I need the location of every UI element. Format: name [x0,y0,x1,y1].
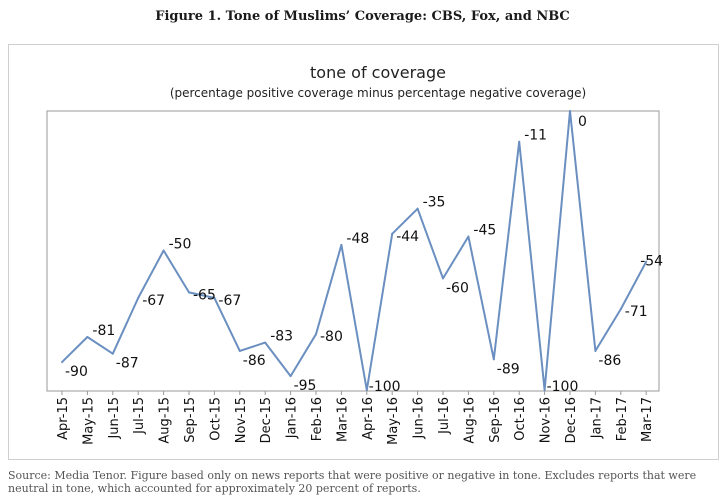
data-point [61,361,63,364]
x-tick-label: Dec-16 [564,397,579,443]
data-label: -44 [396,229,419,245]
data-label: -90 [65,364,88,380]
x-tick-label: Apr-15 [56,397,71,440]
data-point [467,235,470,238]
chart-frame: tone of coverage (percentage positive co… [8,44,719,460]
x-tick-label: Mar-16 [335,397,350,442]
data-point [238,349,241,352]
data-point [391,232,394,235]
data-point [416,207,419,210]
series-line-tone [61,110,648,391]
x-tick-label: Jun-15 [107,397,122,440]
data-label: -80 [320,329,343,345]
plot-area [46,110,660,392]
data-label: 0 [578,114,587,130]
figure-title: Figure 1. Tone of Muslims’ Coverage: CBS… [155,9,570,24]
data-point [645,260,648,263]
data-point [594,349,597,352]
data-label: -67 [142,293,165,309]
data-point [569,110,571,112]
data-label: -45 [473,223,496,239]
x-tick-label: May-15 [81,397,96,445]
data-point [442,277,444,280]
data-label: -48 [346,231,369,247]
data-label: -89 [497,361,520,377]
data-label: -87 [116,356,139,372]
data-label: -50 [169,237,192,253]
x-tick-label: Oct-16 [513,397,528,441]
data-point [111,352,114,355]
x-tick-label: Oct-15 [208,397,223,441]
data-point [289,375,292,378]
data-point [162,249,165,252]
x-tick-label: Jan-16 [285,397,300,439]
x-tick-label: Feb-17 [615,397,630,441]
data-point [188,291,190,294]
data-point [264,341,267,344]
chart-title: tone of coverage [310,63,446,82]
data-point [365,389,368,391]
x-tick-label: Feb-16 [310,397,325,441]
x-tick-label: Sep-16 [488,397,503,443]
data-point [340,243,343,246]
source-note: Source: Media Tenor. Figure based only o… [8,469,697,495]
x-tick-label: May-16 [386,397,401,445]
data-label: -54 [640,254,663,270]
data-point [86,335,89,338]
x-tick-label: Nov-15 [234,397,249,443]
data-point [619,308,622,311]
data-label: -95 [294,378,317,394]
data-label: -81 [92,323,115,339]
data-label: -83 [270,329,293,345]
data-label: -100 [547,379,579,395]
x-tick-label: Jul-16 [437,397,452,435]
data-point [518,140,521,143]
data-label: -71 [625,304,648,320]
chart-subtitle: (percentage positive coverage minus perc… [170,86,586,100]
x-tick-label: Dec-15 [259,397,274,443]
line-chart: tone of coverage (percentage positive co… [46,63,663,445]
data-label: -86 [598,353,621,369]
data-label: -86 [243,353,266,369]
x-tick-label: Sep-15 [183,397,198,443]
data-point [492,358,495,361]
x-tick-label: Mar-17 [640,397,655,442]
x-tick-label: Apr-16 [361,397,376,440]
x-tick-label: Nov-16 [539,397,554,443]
data-label: -60 [446,280,469,296]
x-tick-label: Jul-15 [132,397,147,435]
data-point [137,296,140,299]
data-label: -11 [524,128,547,144]
data-label: -35 [423,195,446,211]
data-point [213,296,216,299]
x-tick-label: Jun-16 [412,397,427,440]
data-point [315,333,317,336]
x-tick-label: Aug-16 [462,397,477,444]
data-label: -67 [218,293,241,309]
data-label: -100 [369,379,401,395]
x-tick-label: Aug-15 [158,397,173,444]
data-point [543,389,546,391]
x-tick-label: Jan-17 [589,397,604,439]
data-label: -65 [193,287,216,303]
